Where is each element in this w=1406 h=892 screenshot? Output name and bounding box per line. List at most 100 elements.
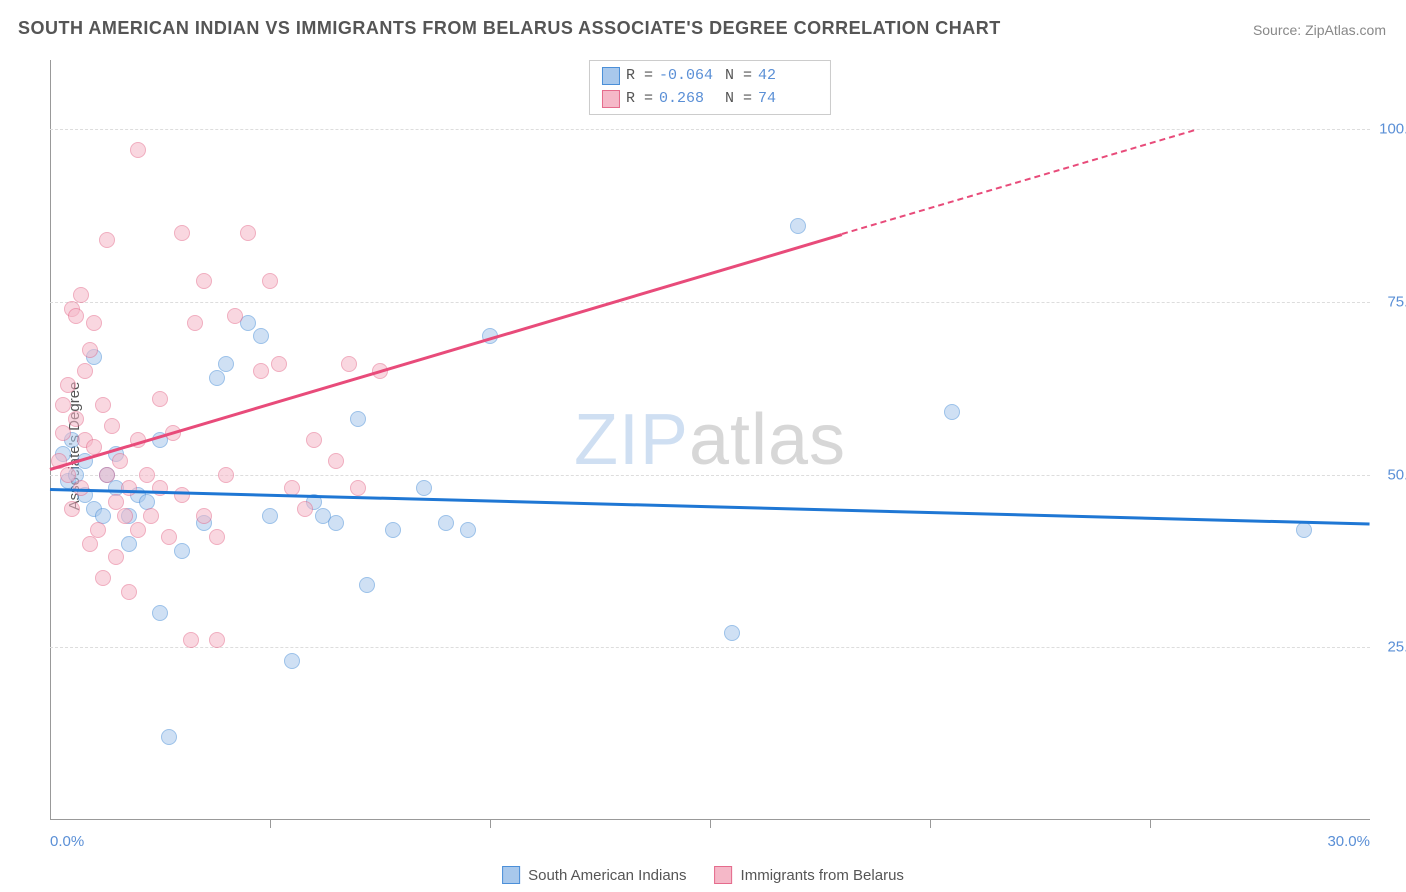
legend-swatch (602, 90, 620, 108)
scatter-point (77, 363, 93, 379)
scatter-point (152, 391, 168, 407)
scatter-point (174, 543, 190, 559)
watermark-atlas: atlas (689, 400, 846, 480)
scatter-point (174, 487, 190, 503)
stats-row: R = -0.064 N = 42 (602, 65, 818, 88)
legend-swatch (602, 67, 620, 85)
scatter-point (187, 315, 203, 331)
scatter-point (82, 342, 98, 358)
scatter-point (209, 370, 225, 386)
scatter-point (112, 453, 128, 469)
x-tick-label: 0.0% (50, 833, 84, 850)
scatter-point (121, 480, 137, 496)
scatter-point (240, 225, 256, 241)
trendline-extrapolated (842, 129, 1195, 235)
scatter-point (944, 404, 960, 420)
y-tick-label: 50.0% (1387, 466, 1406, 483)
scatter-point (209, 529, 225, 545)
scatter-point (60, 467, 76, 483)
stats-n-label: N = (725, 65, 752, 88)
scatter-point (174, 225, 190, 241)
scatter-point (130, 142, 146, 158)
stats-r-value: -0.064 (659, 65, 719, 88)
scatter-point (90, 522, 106, 538)
y-tick-label: 25.0% (1387, 639, 1406, 656)
gridline-horizontal (50, 475, 1370, 476)
scatter-point (183, 632, 199, 648)
gridline-horizontal (50, 302, 1370, 303)
scatter-point (724, 625, 740, 641)
stats-r-label: R = (626, 88, 653, 111)
scatter-point (297, 501, 313, 517)
scatter-point (104, 418, 120, 434)
scatter-point (262, 273, 278, 289)
scatter-point (385, 522, 401, 538)
scatter-point (86, 315, 102, 331)
x-tick (710, 820, 711, 828)
stats-n-value: 42 (758, 65, 818, 88)
scatter-point (121, 584, 137, 600)
stats-r-label: R = (626, 65, 653, 88)
scatter-point (139, 467, 155, 483)
x-tick (930, 820, 931, 828)
scatter-point (438, 515, 454, 531)
scatter-point (359, 577, 375, 593)
scatter-point (60, 377, 76, 393)
x-tick (1150, 820, 1151, 828)
gridline-horizontal (50, 647, 1370, 648)
scatter-point (350, 411, 366, 427)
y-tick-label: 100.0% (1379, 121, 1406, 138)
scatter-point (82, 536, 98, 552)
scatter-point (55, 425, 71, 441)
scatter-point (68, 411, 84, 427)
scatter-point (95, 570, 111, 586)
scatter-point (161, 529, 177, 545)
legend-swatch (502, 866, 520, 884)
scatter-point (218, 356, 234, 372)
source-attribution: Source: ZipAtlas.com (1253, 22, 1386, 38)
legend-label: Immigrants from Belarus (741, 867, 904, 884)
scatter-point (227, 308, 243, 324)
scatter-point (95, 397, 111, 413)
legend-label: South American Indians (528, 867, 686, 884)
legend-item: South American Indians (502, 866, 686, 884)
scatter-point (161, 729, 177, 745)
watermark: ZIPatlas (574, 399, 846, 481)
scatter-point (55, 397, 71, 413)
trendline (50, 233, 843, 471)
scatter-point (253, 363, 269, 379)
scatter-point (73, 287, 89, 303)
y-axis-line (50, 60, 51, 820)
x-tick (270, 820, 271, 828)
scatter-point (253, 328, 269, 344)
scatter-point (341, 356, 357, 372)
scatter-point (328, 453, 344, 469)
y-tick-label: 75.0% (1387, 293, 1406, 310)
scatter-point (350, 480, 366, 496)
scatter-point (152, 605, 168, 621)
scatter-point (130, 522, 146, 538)
scatter-point (99, 232, 115, 248)
trendline (50, 488, 1370, 526)
stats-r-value: 0.268 (659, 88, 719, 111)
scatter-point (99, 467, 115, 483)
legend-item: Immigrants from Belarus (715, 866, 904, 884)
scatter-point (790, 218, 806, 234)
plot-area: ZIPatlas R =-0.064N =42R = 0.268N =74 25… (50, 60, 1370, 820)
scatter-point (306, 432, 322, 448)
stats-n-value: 74 (758, 88, 818, 111)
scatter-point (117, 508, 133, 524)
bottom-legend: South American Indians Immigrants from Be… (502, 866, 904, 884)
scatter-point (143, 508, 159, 524)
scatter-point (284, 653, 300, 669)
scatter-point (196, 508, 212, 524)
scatter-point (328, 515, 344, 531)
scatter-point (108, 549, 124, 565)
chart-container: SOUTH AMERICAN INDIAN VS IMMIGRANTS FROM… (0, 0, 1406, 892)
scatter-point (416, 480, 432, 496)
scatter-point (271, 356, 287, 372)
x-tick (490, 820, 491, 828)
scatter-point (460, 522, 476, 538)
gridline-horizontal (50, 129, 1370, 130)
stats-n-label: N = (725, 88, 752, 111)
